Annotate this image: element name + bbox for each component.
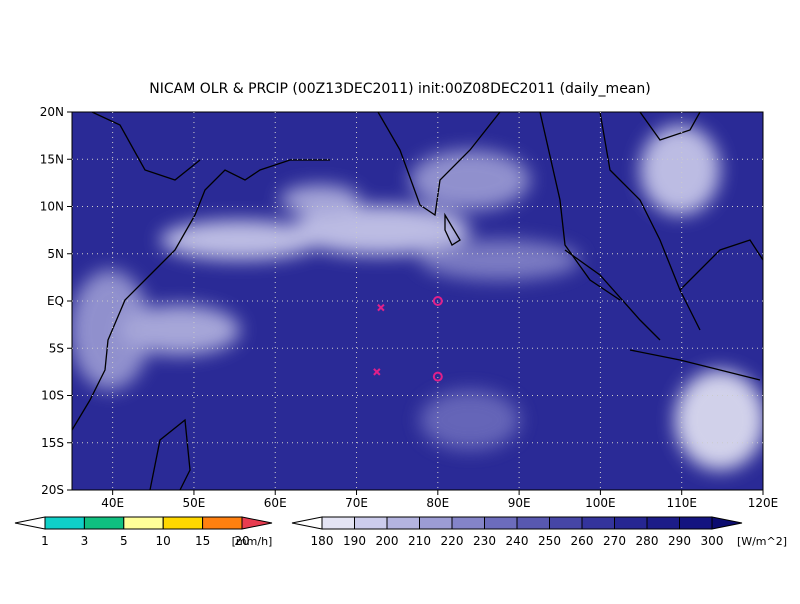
x-tick-label: 90E: [508, 496, 531, 510]
y-tick-label: 10N: [40, 200, 64, 214]
colorbar-unit: [W/m^2]: [737, 535, 787, 548]
colorbar-label: 300: [701, 534, 724, 548]
marker-cross: [377, 303, 385, 312]
colorbar-triangle: [291, 516, 323, 530]
x-tick-label: 100E: [585, 496, 616, 510]
colorbar-segment: [123, 516, 164, 530]
colorbar-label: 180: [311, 534, 334, 548]
y-tick-label: 20N: [40, 105, 64, 119]
colorbar-label: 220: [441, 534, 464, 548]
y-tick-label: 20S: [41, 483, 64, 497]
colorbar-segment: [83, 516, 125, 530]
marker-circle: [432, 371, 443, 382]
y-tick-label: 5N: [47, 247, 64, 261]
colorbar-segment: [354, 516, 388, 530]
colorbar-label: 280: [636, 534, 659, 548]
colorbar-segment: [679, 516, 713, 530]
colorbar-segment: [614, 516, 648, 530]
colorbar-segment: [549, 516, 583, 530]
x-tick-label: 60E: [264, 496, 287, 510]
colorbar-segment: [646, 516, 680, 530]
colorbar-segment: [419, 516, 453, 530]
marker-cross: [373, 368, 381, 376]
x-tick-label: 70E: [345, 496, 368, 510]
colorbar-segment: [516, 516, 550, 530]
x-tick-label: 110E: [666, 496, 697, 510]
colorbar-segment: [44, 516, 85, 530]
colorbar-label: 190: [343, 534, 366, 548]
coastlines: [72, 112, 763, 490]
colorbar-label: 20: [234, 534, 249, 548]
colorbar-triangle: [711, 516, 743, 530]
y-tick-label: 10S: [41, 389, 64, 403]
colorbar-triangle: [14, 516, 46, 530]
colorbar-label: 210: [408, 534, 431, 548]
marker-circle: [432, 296, 443, 306]
colorbar-segment: [451, 516, 485, 530]
colorbar-label: 200: [376, 534, 399, 548]
colorbar-label: 15: [195, 534, 210, 548]
colorbar-segment: [581, 516, 615, 530]
colorbar-segment: [162, 516, 204, 530]
x-tick-label: 80E: [426, 496, 449, 510]
colorbar-label: 260: [571, 534, 594, 548]
colorbar-label: 240: [506, 534, 529, 548]
colorbar-segment: [321, 516, 355, 530]
y-tick-label: 5S: [49, 341, 64, 355]
colorbar-label: 250: [538, 534, 561, 548]
colorbar-label: 10: [156, 534, 171, 548]
colorbar-segment: [484, 516, 518, 530]
y-tick-label: 15S: [41, 436, 64, 450]
x-tick-label: 120E: [748, 496, 779, 510]
x-tick-label: 50E: [183, 496, 206, 510]
colorbar-label: 270: [603, 534, 626, 548]
map-title: NICAM OLR & PRCIP (00Z13DEC2011) init:00…: [149, 81, 650, 97]
colorbar-segment: [202, 516, 243, 530]
y-tick-label: EQ: [47, 294, 64, 308]
colorbar-unit: [mm/h]: [232, 535, 273, 548]
colorbar-label: 290: [668, 534, 691, 548]
colorbar-label: 5: [120, 534, 128, 548]
colorbar-triangle: [241, 516, 273, 530]
colorbar-label: 3: [81, 534, 89, 548]
colorbar-label: 230: [473, 534, 496, 548]
colorbar-segment: [386, 516, 420, 530]
colorbar-label: 1: [41, 534, 49, 548]
y-tick-label: 15N: [40, 152, 64, 166]
x-tick-label: 40E: [101, 496, 124, 510]
